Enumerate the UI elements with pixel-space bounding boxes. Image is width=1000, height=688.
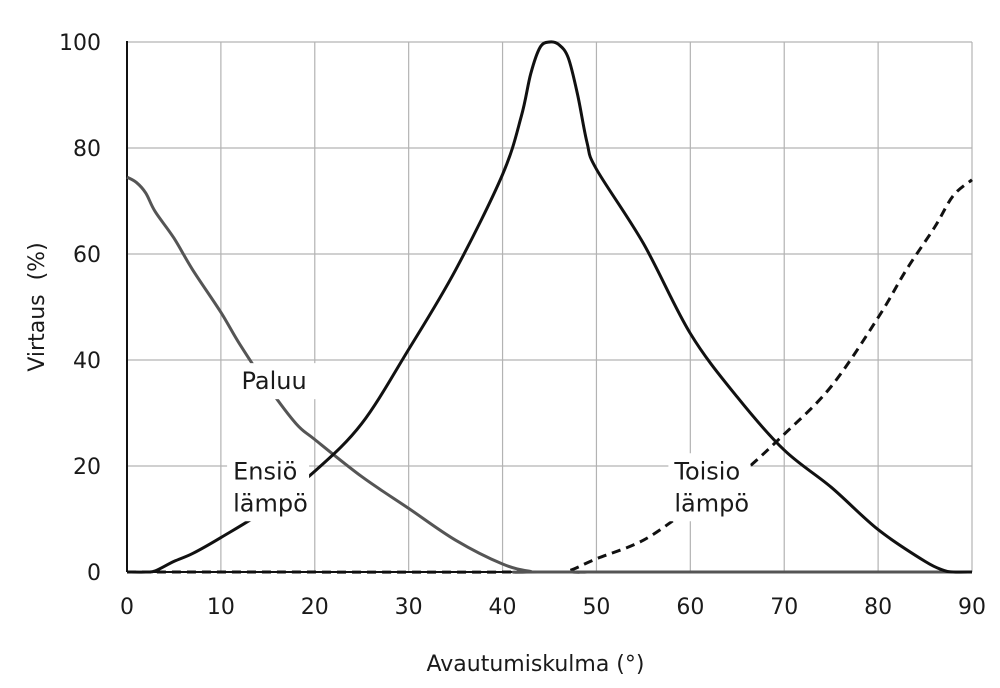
y-tick-label: 0 <box>87 561 101 586</box>
series-line-ensio <box>126 40 973 574</box>
x-tick-label: 40 <box>489 595 517 620</box>
x-tick-label: 70 <box>770 595 798 620</box>
annotations: Paluu Ensiö lämpö Toisio lämpö <box>227 363 751 522</box>
series-line-paluu <box>126 175 973 574</box>
annotation-background <box>227 453 310 522</box>
y-tick-label: 80 <box>73 137 101 162</box>
x-axis-title: Avautumiskulma (°) <box>427 652 645 677</box>
x-tick-label: 80 <box>864 595 892 620</box>
y-axis-title: Virtaus (%) <box>25 242 50 371</box>
annotation-paluu-line: Paluu <box>242 367 307 395</box>
y-tick-label: 20 <box>73 455 101 480</box>
x-tick-label: 20 <box>301 595 329 620</box>
annotation-background <box>668 453 751 522</box>
annotation-ensio-line: Ensiö <box>233 457 297 485</box>
y-tick-label: 40 <box>73 349 101 374</box>
annotation-background <box>235 363 318 400</box>
y-tick-label: 100 <box>59 31 101 56</box>
x-tick-label: 60 <box>676 595 704 620</box>
x-tick-label: 30 <box>395 595 423 620</box>
x-tick-label: 50 <box>582 595 610 620</box>
annotation-toisio-line: Toisio <box>673 457 740 485</box>
x-tick-label: 10 <box>207 595 235 620</box>
y-tick-label: 60 <box>73 243 101 268</box>
annotation-toisio-line: lämpö <box>674 489 749 517</box>
x-tick-label: 0 <box>120 595 134 620</box>
x-tick-label: 90 <box>958 595 986 620</box>
annotation-ensio-line: lämpö <box>233 489 308 517</box>
